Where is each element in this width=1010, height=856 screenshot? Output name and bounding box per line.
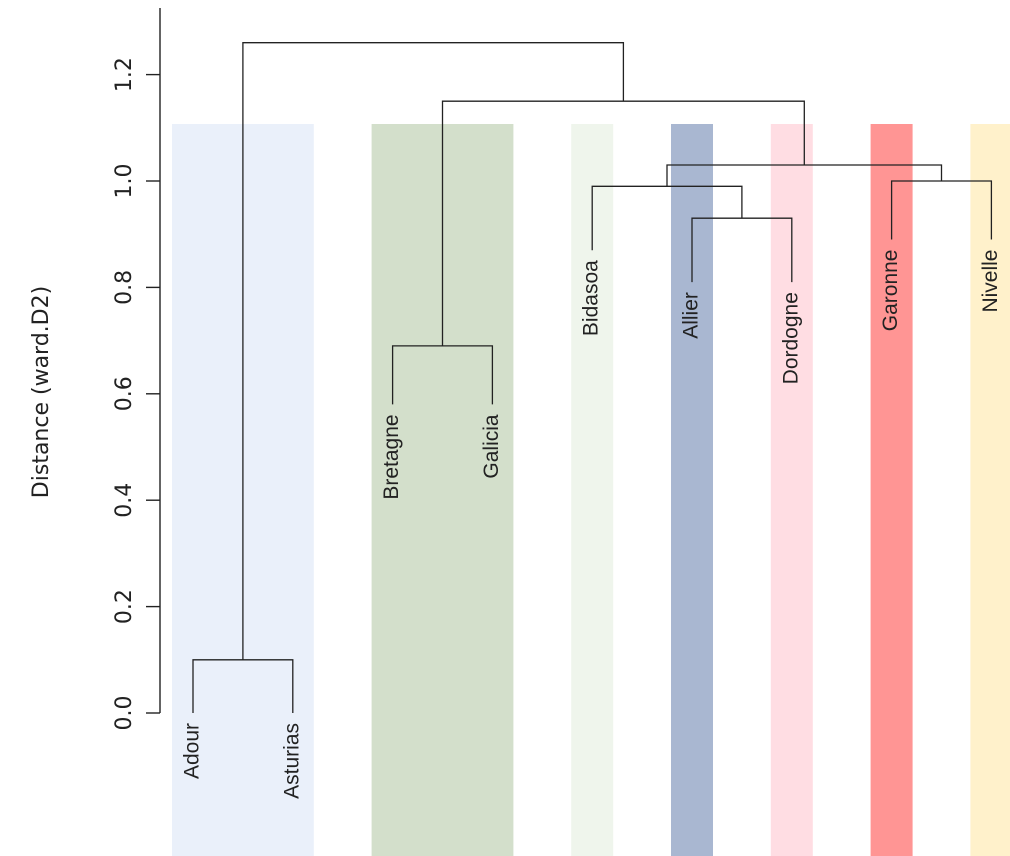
leaf-label-asturias: Asturias bbox=[280, 723, 303, 799]
y-axis-title: Distance (ward.D2) bbox=[29, 286, 54, 498]
merge-link-m8 bbox=[242, 42, 625, 660]
y-tick-label-0-6: 0.6 bbox=[112, 376, 137, 411]
y-tick-label-1-2: 1.2 bbox=[112, 57, 137, 92]
y-tick-label-0-0: 0.0 bbox=[112, 696, 137, 731]
leaf-label-bidasoa: Bidasoa bbox=[580, 260, 603, 336]
leaf-labels: Adour Asturias Bretagne Galicia Bidasoa Allie… bbox=[181, 250, 1002, 799]
y-tick-label-0-8: 0.8 bbox=[112, 270, 137, 305]
group-band-7 bbox=[970, 124, 1010, 856]
y-tick-label-0-4: 0.4 bbox=[112, 483, 137, 518]
group-band-6 bbox=[870, 124, 913, 856]
y-axis-ticks: 0.0 0.2 0.4 0.6 0.8 1.0 1.2 bbox=[112, 57, 160, 731]
leaf-label-galicia: Galicia bbox=[480, 414, 503, 479]
dendrogram-links bbox=[192, 42, 993, 713]
y-tick-label-1-0: 1.0 bbox=[112, 164, 137, 199]
leaf-label-garonne: Garonne bbox=[879, 250, 902, 332]
y-tick-label-0-2: 0.2 bbox=[112, 589, 137, 624]
leaf-label-allier: Allier bbox=[680, 292, 703, 339]
leaf-label-bretagne: Bretagne bbox=[380, 414, 403, 499]
leaf-label-nivelle: Nivelle bbox=[979, 250, 1002, 313]
leaf-label-adour: Adour bbox=[181, 723, 204, 779]
leaf-label-dordogne: Dordogne bbox=[779, 292, 802, 384]
